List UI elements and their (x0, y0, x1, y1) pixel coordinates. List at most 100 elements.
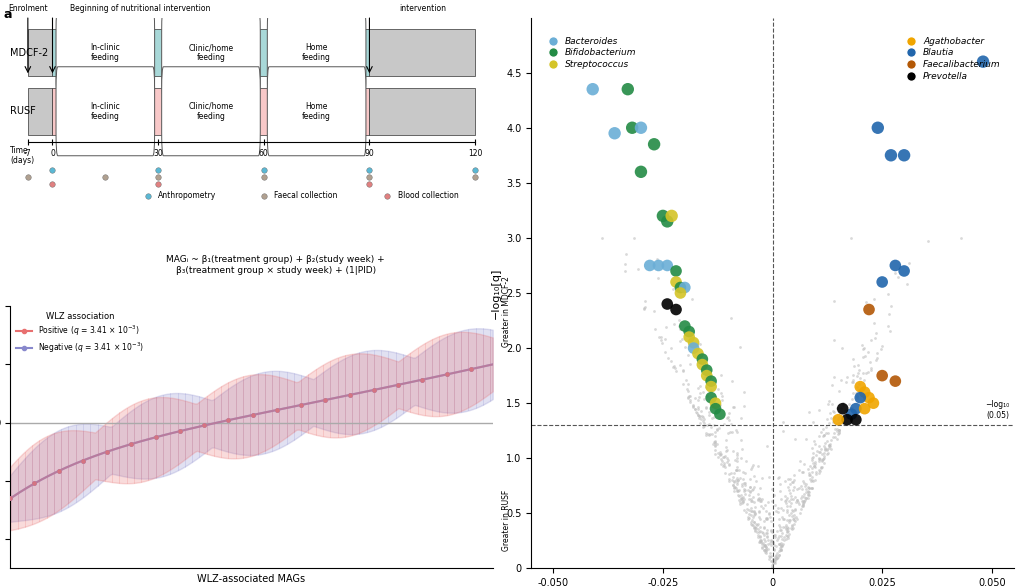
Point (677, 343, 693, 352)
Point (672, 325, 688, 334)
Point (887, 268, 903, 277)
Point (728, 448, 744, 458)
Point (804, 483, 820, 493)
Point (764, 556, 780, 565)
Text: 60: 60 (259, 149, 268, 158)
Point (606, 128, 623, 138)
Point (713, 370, 729, 380)
Point (718, 435, 734, 445)
Point (830, 428, 847, 438)
Point (735, 496, 752, 506)
Point (703, 414, 720, 423)
Point (751, 513, 767, 522)
Point (861, 305, 878, 314)
Point (767, 558, 783, 568)
Point (714, 391, 730, 401)
Point (797, 482, 813, 491)
Point (746, 509, 763, 519)
Point (804, 483, 820, 492)
Point (791, 500, 807, 509)
Point (738, 507, 755, 516)
Point (845, 388, 861, 397)
Point (680, 350, 696, 360)
Point (740, 505, 757, 515)
Point (710, 448, 726, 458)
Point (805, 452, 821, 462)
Point (681, 332, 697, 342)
Point (722, 469, 738, 478)
Point (868, 353, 885, 363)
Point (820, 443, 837, 452)
Point (672, 283, 688, 292)
Point (742, 506, 759, 516)
Point (714, 456, 730, 466)
Point (844, 410, 860, 419)
Text: Home
feeding: Home feeding (302, 43, 331, 63)
Point (795, 502, 811, 511)
Point (808, 469, 824, 479)
Point (739, 512, 756, 522)
Bar (52, 29, 370, 76)
FancyBboxPatch shape (56, 67, 155, 156)
Point (666, 320, 682, 329)
FancyBboxPatch shape (267, 8, 366, 97)
Point (699, 378, 716, 387)
Text: RUSF: RUSF (10, 106, 36, 116)
Point (790, 485, 806, 494)
Point (821, 408, 838, 418)
Point (834, 403, 850, 413)
Point (890, 272, 906, 282)
Point (773, 545, 790, 554)
Point (846, 362, 862, 371)
Point (726, 486, 742, 495)
Point (767, 554, 783, 564)
Point (735, 505, 752, 515)
Point (733, 499, 750, 508)
Point (802, 474, 818, 483)
Point (805, 448, 821, 457)
Point (851, 386, 867, 396)
Point (773, 541, 790, 551)
Point (692, 418, 709, 427)
Point (779, 474, 796, 483)
Point (784, 520, 801, 530)
Point (828, 434, 845, 444)
Point (830, 430, 847, 439)
Point (779, 501, 796, 510)
Point (743, 496, 760, 506)
Point (764, 496, 780, 506)
Point (764, 527, 780, 536)
Bar (370, 29, 475, 76)
Point (790, 498, 806, 507)
Point (717, 451, 733, 461)
Point (855, 345, 871, 354)
Point (691, 414, 708, 423)
Point (872, 344, 889, 353)
Point (758, 543, 774, 552)
Point (750, 494, 766, 503)
Point (763, 537, 779, 546)
Point (707, 432, 723, 441)
Point (791, 466, 807, 475)
Point (817, 428, 834, 438)
Point (726, 482, 742, 492)
Point (786, 434, 803, 444)
Point (758, 543, 774, 552)
Point (750, 489, 766, 499)
Point (780, 532, 797, 541)
Point (768, 550, 784, 560)
Point (729, 465, 745, 474)
Point (698, 403, 715, 412)
Point (839, 412, 855, 421)
Point (713, 449, 729, 458)
Point (725, 472, 741, 482)
Point (746, 510, 763, 519)
Point (780, 523, 797, 532)
Point (740, 509, 757, 519)
Point (975, 57, 991, 66)
Point (775, 418, 792, 427)
Point (636, 304, 652, 313)
Point (862, 364, 879, 373)
Point (714, 396, 730, 405)
Point (668, 277, 684, 287)
